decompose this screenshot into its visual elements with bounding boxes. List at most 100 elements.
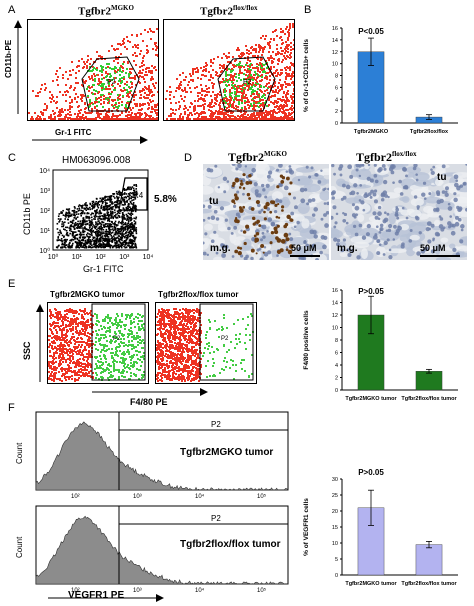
- panel-c-dot: [106, 243, 108, 245]
- histology-positive-cell: [265, 201, 270, 207]
- panel-c-dot: [83, 246, 86, 249]
- panel-c-dot: [130, 210, 133, 212]
- panel-c-dot: [116, 212, 119, 215]
- panel-c-dot: [88, 245, 90, 247]
- panel-c-dot: [111, 239, 114, 241]
- panel-c-dot: [104, 230, 107, 233]
- panel-c-dot: [64, 226, 67, 229]
- histology-positive-cell: [263, 217, 267, 221]
- panel-c-dot: [123, 240, 126, 242]
- panel-c-dot: [98, 223, 100, 225]
- panel-c-dot: [95, 242, 98, 245]
- panel-c-dot: [98, 227, 101, 229]
- panel-c-dot: [110, 217, 112, 219]
- panel-c-dot: [121, 237, 123, 240]
- histology-nucleus: [458, 185, 462, 188]
- panel-c-dot: [66, 212, 69, 214]
- panel-c-dot: [131, 186, 134, 188]
- panel-c-dot: [108, 220, 111, 223]
- histology-nucleus: [345, 221, 349, 225]
- panel-c-dot: [131, 199, 133, 202]
- histology-positive-cell: [277, 216, 281, 219]
- histology-positive-cell: [251, 216, 256, 221]
- panel-c-dot: [116, 196, 119, 199]
- panel-c-dot: [111, 214, 113, 217]
- panel-c-dot: [128, 230, 131, 233]
- histology-nucleus: [445, 190, 448, 193]
- panel-c-dot: [110, 214, 112, 216]
- panel-c-dot: [67, 218, 69, 221]
- histology-tissue: [295, 166, 315, 173]
- panel-c-dot: [134, 206, 137, 209]
- panel-c-dot: [131, 244, 133, 247]
- histology-tissue: [320, 168, 329, 173]
- panel-c-dot: [64, 214, 66, 217]
- histology-nucleus: [258, 210, 262, 214]
- histology-nucleus: [305, 165, 309, 169]
- panel-c-dot: [83, 242, 85, 245]
- panel-c-dot: [111, 238, 114, 240]
- panel-c-dot: [109, 246, 112, 249]
- panel-c-dot: [134, 198, 137, 200]
- panel-c-dot: [107, 240, 110, 242]
- panel-e-right-title: Tgfbr2flox/flox tumor: [158, 290, 239, 299]
- panel-c-dot: [105, 243, 107, 246]
- panel-c-dot: [93, 240, 95, 242]
- panel-c-dot: [108, 225, 110, 228]
- panel-c-dot: [95, 231, 97, 233]
- panel-c-dot: [112, 205, 114, 208]
- histology-nucleus: [351, 203, 356, 207]
- panel-b-letter: B: [304, 4, 312, 16]
- panel-c-dot: [129, 239, 132, 242]
- histology-nucleus: [324, 187, 327, 191]
- panel-c-dot: [73, 223, 76, 225]
- panel-c-dot: [78, 241, 80, 244]
- panel-c-dot: [67, 246, 70, 249]
- histology-nucleus: [378, 230, 382, 234]
- panel-c-dot: [102, 208, 104, 211]
- panel-c-dot: [106, 234, 109, 237]
- panel-c-dot: [65, 232, 68, 235]
- panel-c-dot: [101, 232, 104, 235]
- panel-c-dot: [126, 218, 129, 221]
- panel-c-dot: [76, 237, 79, 240]
- panel-c-dot: [86, 204, 88, 207]
- panel-f-histogram-area: [35, 515, 288, 585]
- histology-nucleus: [273, 210, 278, 214]
- panel-c-dot: [79, 236, 81, 238]
- panel-c-dot: [96, 224, 99, 226]
- histology-nucleus: [388, 248, 392, 252]
- histology-positive-cell: [274, 230, 279, 235]
- histology-nucleus: [450, 230, 456, 236]
- panel-c-dot: [92, 212, 95, 215]
- panel-c-dot: [62, 214, 65, 216]
- panel-c-dot: [117, 222, 120, 224]
- panel-c-dot: [93, 226, 96, 229]
- histology-tissue: [242, 238, 252, 250]
- panel-c-dot: [79, 244, 82, 247]
- histology-nucleus: [343, 212, 348, 217]
- histology-nucleus: [351, 213, 356, 218]
- panel-f-histogram-area: [35, 421, 289, 491]
- histology-nucleus: [376, 239, 380, 243]
- panel-c-dot: [80, 224, 82, 227]
- panel-c-dot: [92, 224, 95, 226]
- histology-nucleus: [259, 238, 264, 242]
- histology-nucleus: [405, 216, 409, 220]
- panel-c-dot: [130, 233, 132, 236]
- histology-nucleus: [294, 205, 298, 210]
- panel-c-dot: [70, 230, 73, 233]
- panel-c-ytick: 10⁰: [39, 247, 50, 255]
- histology-nucleus: [347, 164, 353, 170]
- histology-positive-cell: [255, 200, 260, 205]
- histology-nucleus: [377, 205, 382, 210]
- histology-nucleus: [454, 221, 460, 227]
- histology-nucleus: [349, 191, 353, 196]
- histology-tissue: [410, 197, 424, 207]
- histology-nucleus: [415, 173, 418, 176]
- panel-f-ytick-label: 10: [332, 541, 338, 547]
- panel-c-dot: [88, 229, 90, 232]
- histology-nucleus: [259, 257, 264, 260]
- histology-tissue: [303, 183, 321, 193]
- panel-c-dot: [93, 241, 96, 244]
